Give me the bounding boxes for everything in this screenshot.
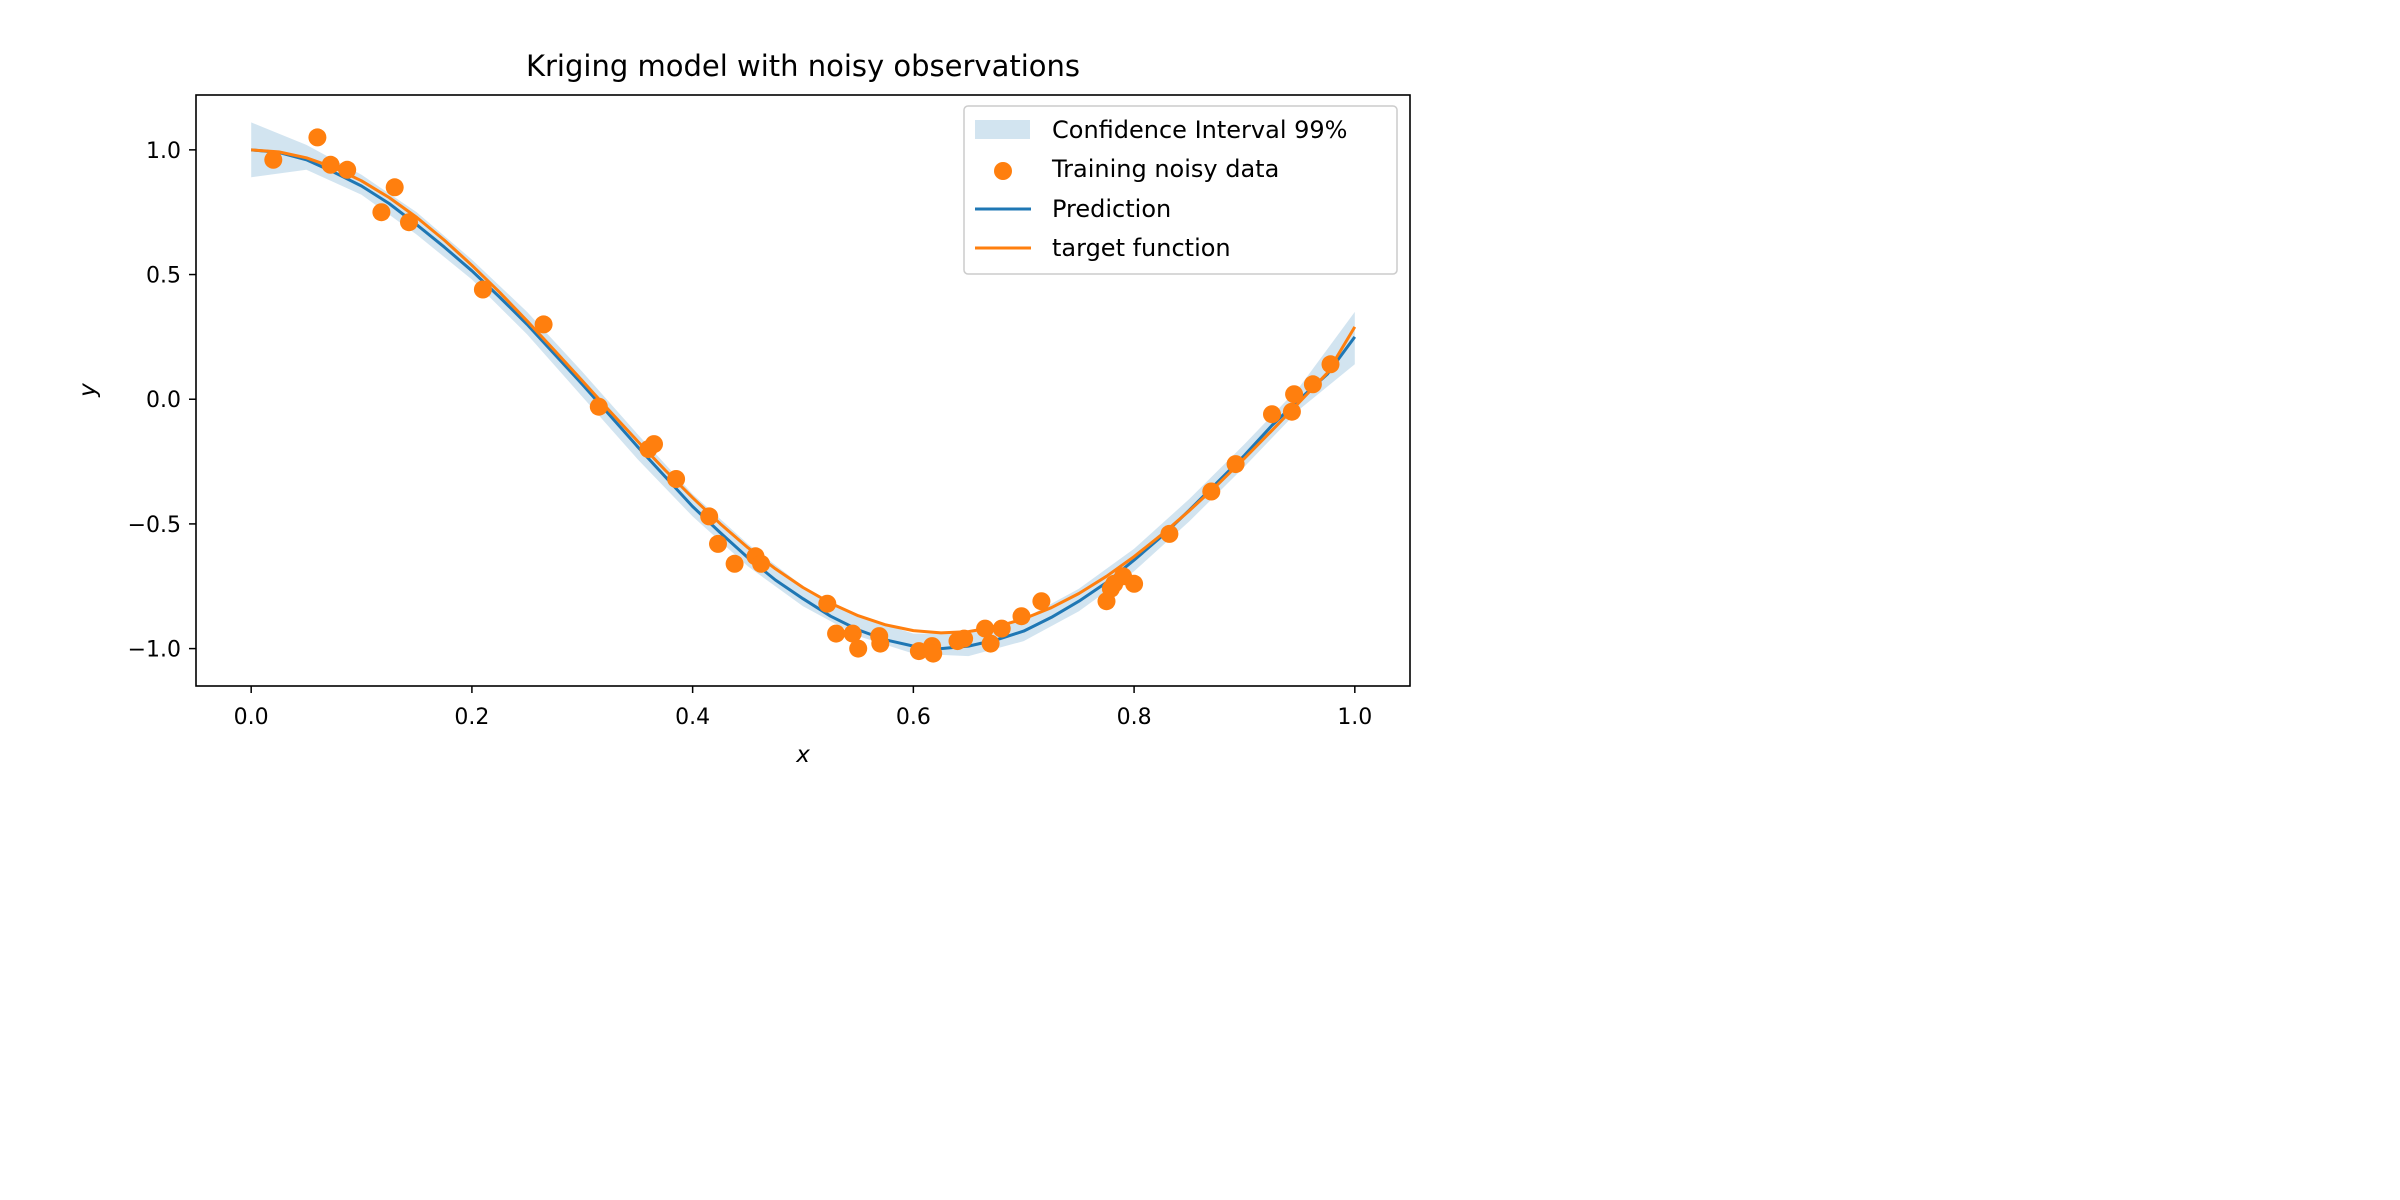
x-tick-label: 0.2 — [454, 705, 489, 730]
y-tick-label: −0.5 — [128, 513, 181, 538]
chart-title: Kriging model with noisy observations — [526, 49, 1080, 83]
training-data-point — [338, 160, 357, 179]
training-data-point — [1285, 385, 1304, 404]
x-axis-label: x — [795, 742, 810, 768]
y-tick-label: 1.0 — [146, 139, 181, 164]
x-tick-label: 0.8 — [1117, 705, 1152, 730]
training-data-point — [1012, 607, 1031, 626]
confidence-interval-band — [251, 122, 1355, 657]
training-data-point — [667, 470, 686, 488]
training-data-point — [385, 178, 404, 197]
training-data-point — [827, 624, 846, 643]
training-data-point — [818, 594, 837, 613]
training-data-point — [849, 639, 868, 658]
training-data-point — [473, 280, 492, 299]
training-data-point — [924, 644, 943, 663]
training-data-point — [1282, 402, 1301, 421]
training-data-point — [955, 629, 974, 648]
plot-area — [251, 122, 1357, 663]
legend-prediction-label: Prediction — [1052, 195, 1171, 223]
legend-training-label: Training noisy data — [1051, 155, 1279, 183]
training-data-point — [992, 619, 1011, 638]
training-data-point — [1160, 524, 1179, 543]
training-data-point — [1303, 375, 1322, 394]
training-data-point — [725, 554, 744, 573]
training-data-point — [321, 155, 340, 174]
legend: Confidence Interval 99% Training noisy d… — [963, 105, 1398, 275]
training-data-point — [400, 213, 418, 232]
legend-confidence-label: Confidence Interval 99% — [1052, 116, 1347, 144]
axes: 0.0 0.2 0.4 0.6 0.8 1.0 1.0 0.5 0.0 −0.5 −1.0 — [128, 139, 1373, 730]
training-data-point — [264, 150, 283, 169]
training-data-point — [372, 203, 391, 222]
training-data-point — [1321, 355, 1340, 374]
kriging-chart: Kriging model with noisy observations 0.… — [0, 0, 1545, 772]
y-tick-label: 0.5 — [146, 264, 181, 289]
y-axis-label: y — [75, 383, 101, 398]
training-data-point — [589, 397, 608, 416]
training-data-point — [871, 634, 890, 653]
training-data-point — [1263, 405, 1281, 424]
x-tick-label: 1.0 — [1337, 705, 1372, 730]
training-data-point — [700, 507, 719, 526]
training-data-point — [308, 128, 327, 147]
legend-frame — [963, 105, 1398, 275]
x-tick-label: 0.0 — [234, 705, 269, 730]
training-data-point — [534, 315, 553, 334]
y-tick-label: −1.0 — [128, 638, 181, 663]
training-data-point — [1202, 482, 1221, 501]
legend-training-marker — [994, 162, 1012, 180]
training-data-point — [709, 534, 727, 553]
training-data-point — [752, 554, 771, 573]
legend-confidence-swatch — [975, 120, 1030, 139]
training-data-point — [645, 435, 663, 454]
training-data-point — [1226, 455, 1245, 474]
x-tick-label: 0.6 — [896, 705, 931, 730]
training-data-point — [1125, 574, 1144, 593]
training-data-point — [1032, 592, 1051, 611]
axes-frame — [195, 94, 1411, 687]
y-tick-label: 0.0 — [146, 388, 181, 413]
legend-target-label: target function — [1052, 234, 1231, 262]
training-data-point — [843, 624, 862, 643]
training-data-point — [981, 634, 1000, 653]
x-tick-label: 0.4 — [675, 705, 710, 730]
training-data-point — [976, 619, 995, 638]
